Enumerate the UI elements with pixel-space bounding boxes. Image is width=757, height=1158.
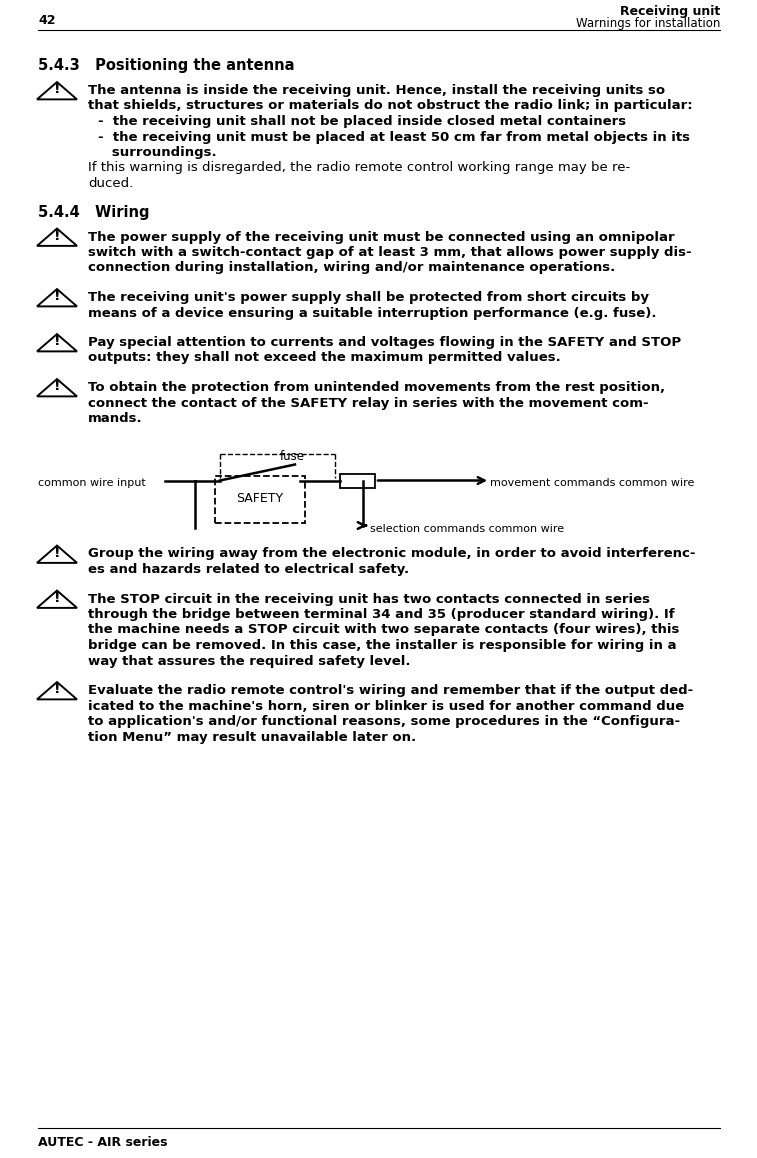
Text: means of a device ensuring a suitable interruption performance (e.g. fuse).: means of a device ensuring a suitable in… xyxy=(88,307,656,320)
Text: Group the wiring away from the electronic module, in order to avoid interferenc-: Group the wiring away from the electroni… xyxy=(88,548,696,560)
Text: mands.: mands. xyxy=(88,412,142,425)
Text: !: ! xyxy=(54,682,61,696)
Bar xyxy=(215,476,305,522)
Text: To obtain the protection from unintended movements from the rest position,: To obtain the protection from unintended… xyxy=(88,381,665,394)
Text: through the bridge between terminal 34 and 35 (producer standard wiring). If: through the bridge between terminal 34 a… xyxy=(88,608,674,621)
Text: bridge can be removed. In this case, the installer is responsible for wiring in : bridge can be removed. In this case, the… xyxy=(88,639,677,652)
Text: connection during installation, wiring and/or maintenance operations.: connection during installation, wiring a… xyxy=(88,262,615,274)
Text: that shields, structures or materials do not obstruct the radio link; in particu: that shields, structures or materials do… xyxy=(88,100,693,112)
Text: connect the contact of the SAFETY relay in series with the movement com-: connect the contact of the SAFETY relay … xyxy=(88,396,649,410)
Bar xyxy=(340,474,375,488)
Text: surroundings.: surroundings. xyxy=(98,146,217,159)
Text: !: ! xyxy=(54,335,61,349)
Text: The receiving unit's power supply shall be protected from short circuits by: The receiving unit's power supply shall … xyxy=(88,291,649,305)
Text: the machine needs a STOP circuit with two separate contacts (four wires), this: the machine needs a STOP circuit with tw… xyxy=(88,623,679,637)
Text: If this warning is disregarded, the radio remote control working range may be re: If this warning is disregarded, the radi… xyxy=(88,161,631,175)
Text: The power supply of the receiving unit must be connected using an omnipolar: The power supply of the receiving unit m… xyxy=(88,230,674,243)
Text: AUTEC - AIR series: AUTEC - AIR series xyxy=(38,1136,167,1149)
Text: !: ! xyxy=(54,290,61,303)
Text: !: ! xyxy=(54,591,61,604)
Text: !: ! xyxy=(54,229,61,243)
Text: common wire input: common wire input xyxy=(38,477,146,488)
Text: Pay special attention to currents and voltages flowing in the SAFETY and STOP: Pay special attention to currents and vo… xyxy=(88,336,681,349)
Text: 42: 42 xyxy=(38,14,55,27)
Text: Evaluate the radio remote control's wiring and remember that if the output ded-: Evaluate the radio remote control's wiri… xyxy=(88,684,693,697)
Text: SAFETY: SAFETY xyxy=(236,492,284,506)
Text: 5.4.4   Wiring: 5.4.4 Wiring xyxy=(38,205,149,220)
Text: movement commands common wire: movement commands common wire xyxy=(490,477,694,488)
Text: !: ! xyxy=(54,545,61,559)
Text: -  the receiving unit must be placed at least 50 cm far from metal objects in it: - the receiving unit must be placed at l… xyxy=(98,131,690,144)
Text: The antenna is inside the receiving unit. Hence, install the receiving units so: The antenna is inside the receiving unit… xyxy=(88,85,665,97)
Text: Receiving unit: Receiving unit xyxy=(620,6,720,19)
Text: es and hazards related to electrical safety.: es and hazards related to electrical saf… xyxy=(88,563,409,576)
Text: !: ! xyxy=(54,82,61,96)
Text: outputs: they shall not exceed the maximum permitted values.: outputs: they shall not exceed the maxim… xyxy=(88,352,561,365)
Text: 5.4.3   Positioning the antenna: 5.4.3 Positioning the antenna xyxy=(38,58,294,73)
Text: icated to the machine's horn, siren or blinker is used for another command due: icated to the machine's horn, siren or b… xyxy=(88,699,684,712)
Text: tion Menu” may result unavailable later on.: tion Menu” may result unavailable later … xyxy=(88,731,416,743)
Text: -  the receiving unit shall not be placed inside closed metal containers: - the receiving unit shall not be placed… xyxy=(98,115,626,129)
Text: to application's and/or functional reasons, some procedures in the “Configura-: to application's and/or functional reaso… xyxy=(88,714,680,728)
Text: selection commands common wire: selection commands common wire xyxy=(370,523,564,534)
Text: !: ! xyxy=(54,380,61,394)
Text: fuse: fuse xyxy=(280,450,305,463)
Text: The STOP circuit in the receiving unit has two contacts connected in series: The STOP circuit in the receiving unit h… xyxy=(88,593,650,606)
Text: switch with a switch-contact gap of at least 3 mm, that allows power supply dis-: switch with a switch-contact gap of at l… xyxy=(88,245,692,259)
Text: way that assures the required safety level.: way that assures the required safety lev… xyxy=(88,654,410,667)
Text: Warnings for installation: Warnings for installation xyxy=(575,16,720,29)
Text: duced.: duced. xyxy=(88,177,133,190)
